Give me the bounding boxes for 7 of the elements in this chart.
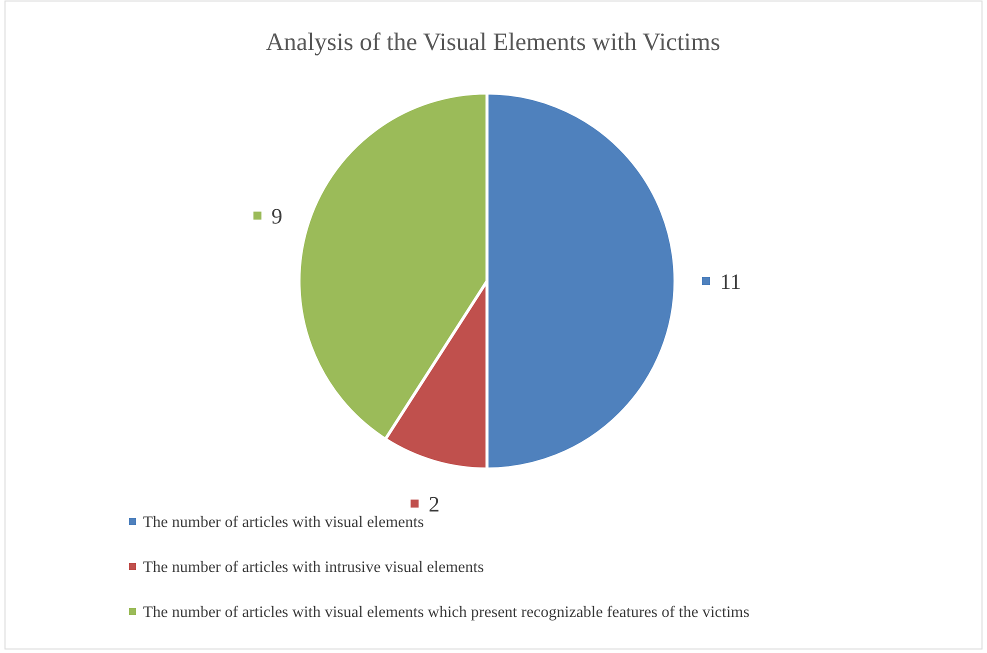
data-label: 9 [271,204,282,229]
legend-label: The number of articles with visual elements [143,514,424,531]
legend-label: The number of articles with visual elements which present recognizable features of the victims [143,604,750,621]
legend-label: The number of articles with intrusive visual elements [143,559,484,576]
chart-title: Analysis of the Visual Elements with Victims [266,29,720,56]
data-label: 2 [428,492,440,517]
data-label: 11 [720,269,742,294]
